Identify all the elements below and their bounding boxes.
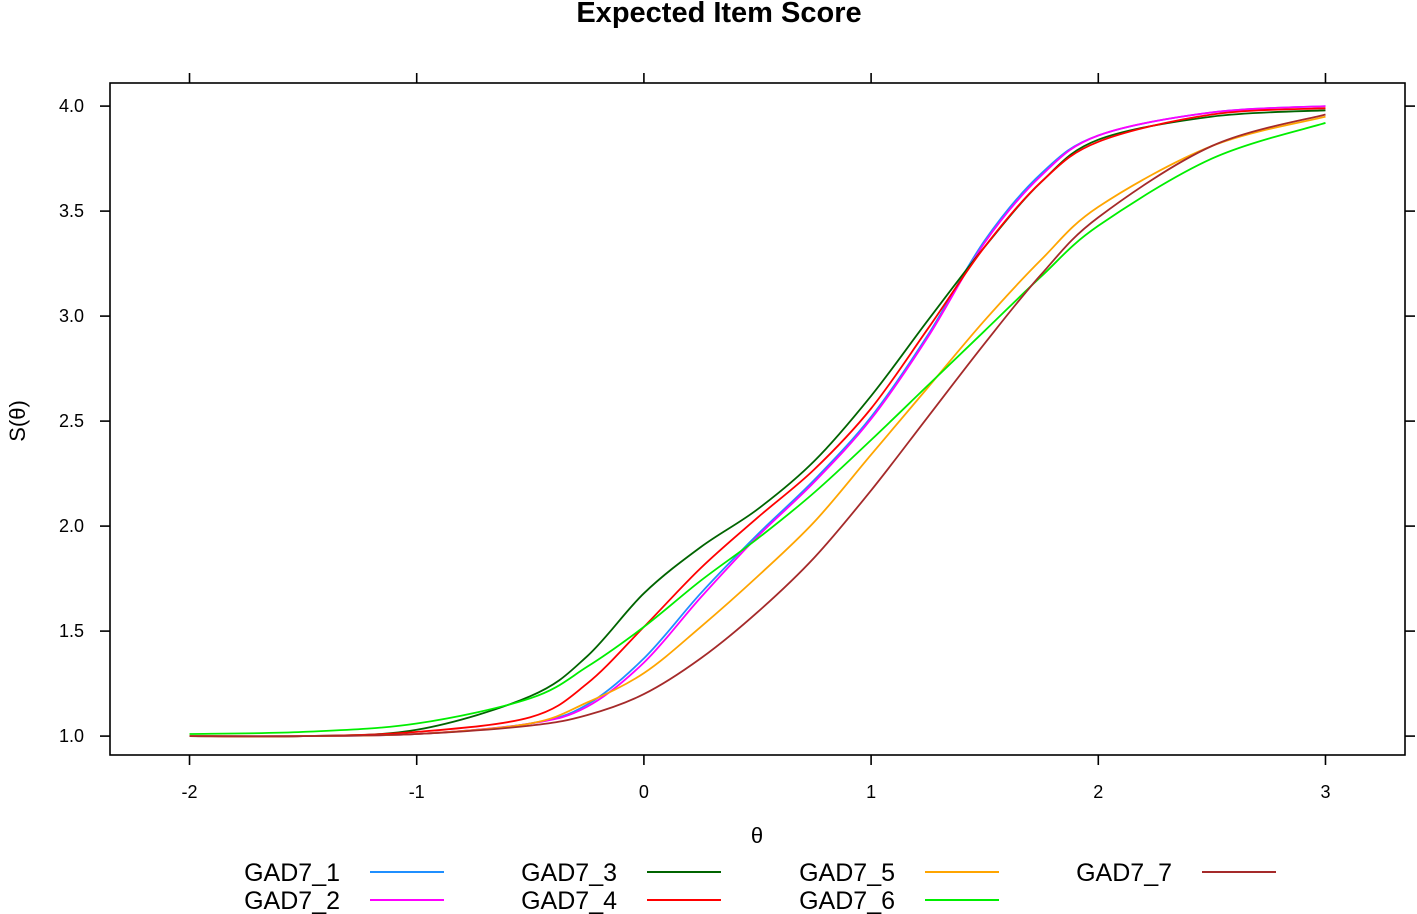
y-tick-label: 2.5 — [59, 411, 84, 431]
x-tick-label: 0 — [639, 782, 649, 802]
x-tick-label: -1 — [409, 782, 425, 802]
x-tick-label: 2 — [1093, 782, 1103, 802]
legend-item-gad7-1: GAD7_1 — [244, 859, 444, 887]
series-line-gad7-1 — [189, 105, 1326, 738]
y-axis-label: S(θ) — [5, 400, 30, 442]
x-tick-label: 1 — [866, 782, 876, 802]
x-axis: -2 -1 0 1 2 3 — [182, 73, 1330, 802]
legend-item-gad7-7: GAD7_7 — [1076, 859, 1276, 887]
series-line-gad7-6 — [189, 122, 1326, 735]
plot-frame — [109, 82, 1406, 756]
series-line-gad7-7 — [189, 113, 1326, 738]
legend-label: GAD7_3 — [521, 859, 617, 887]
y-axis: 1.0 1.5 2.0 2.5 3.0 3.5 4.0 — [59, 96, 1415, 746]
y-tick-label: 1.0 — [59, 726, 84, 746]
legend-item-gad7-3: GAD7_3 — [521, 859, 721, 887]
x-axis-label: θ — [751, 823, 763, 848]
series-line-gad7-2 — [189, 105, 1326, 738]
y-tick-label: 4.0 — [59, 96, 84, 116]
x-tick-label: 3 — [1320, 782, 1330, 802]
y-tick-label: 3.5 — [59, 201, 84, 221]
legend-item-gad7-5: GAD7_5 — [799, 859, 999, 887]
legend-item-gad7-4: GAD7_4 — [521, 887, 721, 914]
series-line-gad7-4 — [189, 107, 1326, 738]
chart-title: Expected Item Score — [576, 0, 861, 29]
legend-label: GAD7_7 — [1076, 859, 1172, 887]
series-line-gad7-3 — [189, 109, 1326, 738]
legend-item-gad7-6: GAD7_6 — [799, 887, 999, 914]
series-line-gad7-5 — [189, 115, 1326, 738]
y-tick-label: 1.5 — [59, 621, 84, 641]
series-lines — [189, 105, 1326, 738]
legend-label: GAD7_5 — [799, 859, 895, 887]
legend-label: GAD7_2 — [244, 887, 340, 914]
x-tick-label: -2 — [182, 782, 198, 802]
legend-label: GAD7_6 — [799, 887, 895, 914]
legend-label: GAD7_1 — [244, 859, 340, 887]
legend-label: GAD7_4 — [521, 887, 617, 914]
y-tick-label: 2.0 — [59, 516, 84, 536]
y-tick-label: 3.0 — [59, 306, 84, 326]
legend-item-gad7-2: GAD7_2 — [244, 887, 444, 914]
